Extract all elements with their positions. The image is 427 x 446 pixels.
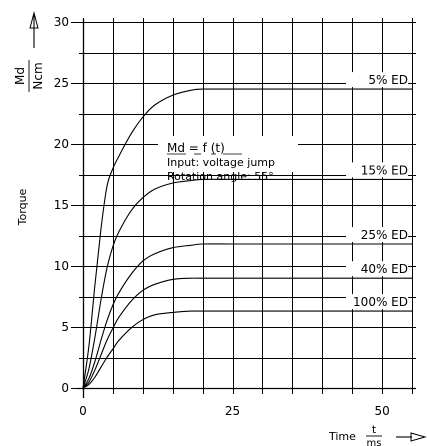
annotation-line2: Rotation angle: 55° bbox=[167, 170, 274, 183]
series-labels: 5% ED 15% ED 25% ED 40% ED 100% ED bbox=[346, 72, 408, 310]
tick-labels: 0 5 10 15 20 25 30 0 25 50 bbox=[54, 15, 390, 418]
y-tick-label: 30 bbox=[54, 15, 69, 29]
x-axis-title: Time t ms bbox=[328, 423, 427, 446]
series-label: 40% ED bbox=[361, 262, 408, 276]
series-label-background bbox=[346, 227, 408, 243]
series-label: 25% ED bbox=[361, 228, 408, 242]
y-unit-denominator: Ncm bbox=[31, 62, 45, 89]
y-direction-arrow-head bbox=[29, 11, 39, 29]
series-label: 5% ED bbox=[368, 73, 408, 87]
y-tick-label: 0 bbox=[61, 381, 69, 395]
x-tick-label: 50 bbox=[374, 404, 389, 418]
series-line-3 bbox=[82, 277, 412, 389]
x-tick-label: 25 bbox=[225, 404, 240, 418]
series-label-background bbox=[346, 162, 408, 178]
series-line-0 bbox=[82, 88, 412, 389]
series-line-2 bbox=[82, 243, 412, 389]
y-tick-label: 15 bbox=[54, 198, 69, 212]
x-direction-arrow-head bbox=[410, 432, 427, 442]
series-label-background bbox=[346, 261, 408, 277]
y-tick-label: 25 bbox=[54, 76, 69, 90]
series-label-background bbox=[346, 294, 408, 310]
series-label: 15% ED bbox=[361, 163, 408, 177]
x-axis-label: Time bbox=[328, 430, 356, 443]
annotation-line1: Input: voltage jump bbox=[167, 156, 275, 169]
series-label-background bbox=[346, 72, 408, 88]
y-axis-title: Torque Md Ncm bbox=[13, 11, 45, 226]
y-tick-label: 10 bbox=[54, 259, 69, 273]
curves bbox=[82, 88, 412, 389]
series-line-4 bbox=[82, 310, 412, 389]
series-label: 100% ED bbox=[353, 295, 408, 309]
annotation-formula: Md = f (t) bbox=[167, 141, 225, 155]
y-axis-label: Torque bbox=[16, 188, 29, 226]
y-tick-label: 20 bbox=[54, 137, 69, 151]
x-unit-denominator: ms bbox=[367, 438, 382, 446]
y-unit-numerator: Md bbox=[13, 67, 27, 85]
series-line-1 bbox=[82, 178, 412, 389]
y-tick-label: 5 bbox=[61, 320, 69, 334]
x-tick-label: 0 bbox=[79, 404, 87, 418]
annotation: Md = f (t) Input: voltage jump Rotation … bbox=[158, 136, 298, 183]
axes bbox=[77, 18, 416, 398]
x-unit-numerator: t bbox=[372, 423, 377, 436]
